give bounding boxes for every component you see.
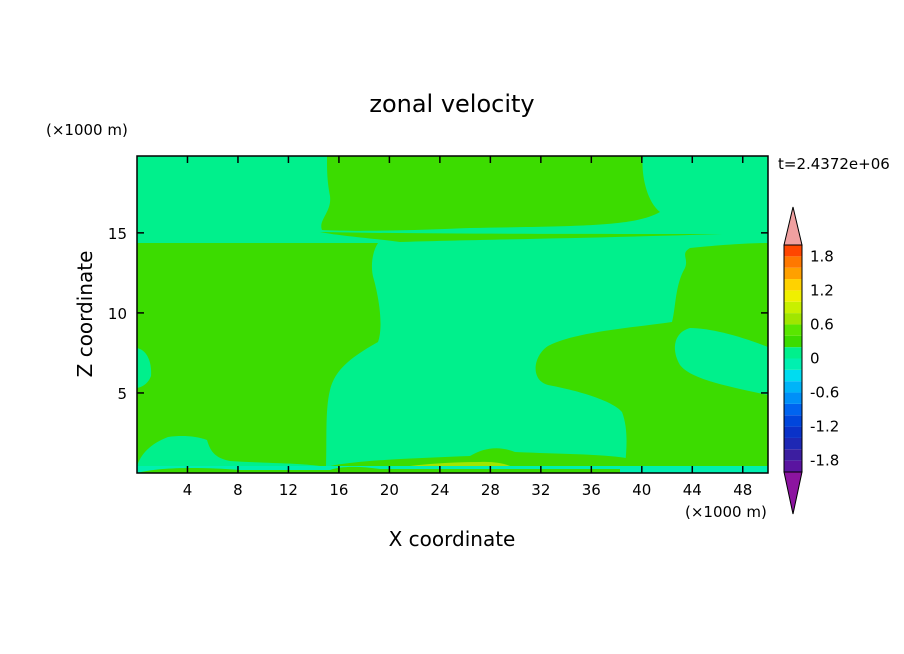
contour-region-left-inner	[137, 348, 152, 388]
colorbar-swatch	[784, 335, 802, 348]
contour-region-bottom-left	[137, 436, 320, 466]
y-unit-label: (×1000 m)	[46, 121, 128, 139]
x-tick-label: 24	[430, 481, 449, 499]
colorbar-under-triangle	[783, 471, 803, 515]
colorbar-swatch	[784, 313, 802, 325]
x-tick-label: 36	[582, 481, 601, 499]
x-tick-label: 44	[683, 481, 702, 499]
colorbar-swatch	[784, 381, 802, 393]
colorbar-swatch	[784, 267, 802, 280]
colorbar-tick-label: -0.6	[810, 384, 839, 402]
x-tick-label: 32	[531, 481, 550, 499]
colorbar-tick-label: 0	[810, 350, 820, 368]
colorbar-tick-label: -1.2	[810, 418, 839, 436]
x-tick-label: 16	[329, 481, 348, 499]
colorbar-swatch	[784, 301, 802, 314]
colorbar-swatch	[784, 245, 802, 257]
plot-frame	[136, 155, 769, 474]
colorbar-tick-label: 1.8	[810, 247, 834, 265]
colorbar-tick-label: -1.8	[810, 452, 839, 470]
colorbar-swatch	[784, 358, 802, 370]
colorbar-over-triangle	[783, 206, 803, 246]
contour-region-upper	[321, 156, 660, 231]
colorbar-tick-label: 0.6	[810, 315, 834, 333]
contour-field	[137, 156, 768, 473]
colorbar-swatch	[784, 403, 802, 416]
colorbar-swatch	[784, 290, 802, 302]
x-tick-label: 20	[380, 481, 399, 499]
y-tick-label: 5	[117, 385, 127, 403]
x-tick-label: 4	[183, 481, 193, 499]
contour-region-right-inner	[674, 328, 768, 395]
x-tick-label: 48	[733, 481, 752, 499]
contour-region-bottom-sliver-positive	[137, 466, 620, 473]
colorbar: 1.8 1.2 0.6 0 -0.6 -1.2 -1.8	[783, 206, 839, 515]
colorbar-swatch	[784, 415, 802, 427]
colorbar-frame	[783, 244, 803, 473]
contour-region-upper-edge	[320, 232, 722, 242]
y-tick-label: 10	[108, 305, 127, 323]
colorbar-swatch	[784, 256, 802, 268]
y-ticks: 5 10 15	[108, 225, 768, 403]
x-tick-label: 28	[481, 481, 500, 499]
x-ticks: 4 8 12 16 20 24 28 32 36 40 44 48	[183, 156, 752, 499]
colorbar-swatch	[784, 347, 802, 359]
colorbar-swatch	[784, 449, 802, 461]
x-unit-label: (×1000 m)	[685, 503, 767, 521]
y-axis-label: Z coordinate	[73, 251, 97, 378]
colorbar-tick-label: 1.2	[810, 281, 834, 299]
x-tick-label: 40	[632, 481, 651, 499]
contour-region-left	[137, 243, 381, 466]
colorbar-swatch	[784, 460, 802, 472]
colorbar-swatch	[784, 369, 802, 382]
contour-region-bottom-mid	[330, 448, 626, 466]
x-tick-label: 12	[279, 481, 298, 499]
contour-region-right	[535, 243, 768, 466]
colorbar-swatch	[784, 279, 802, 291]
colorbar-swatch	[784, 324, 802, 336]
colorbar-swatch	[784, 437, 802, 450]
x-axis-label: X coordinate	[389, 527, 516, 551]
colorbar-swatch	[784, 392, 802, 404]
chart-title: zonal velocity	[369, 90, 534, 118]
colorbar-swatch	[784, 426, 802, 438]
x-tick-label: 8	[233, 481, 243, 499]
time-label: t=2.4372e+06	[778, 155, 890, 173]
y-tick-label: 15	[108, 225, 127, 243]
